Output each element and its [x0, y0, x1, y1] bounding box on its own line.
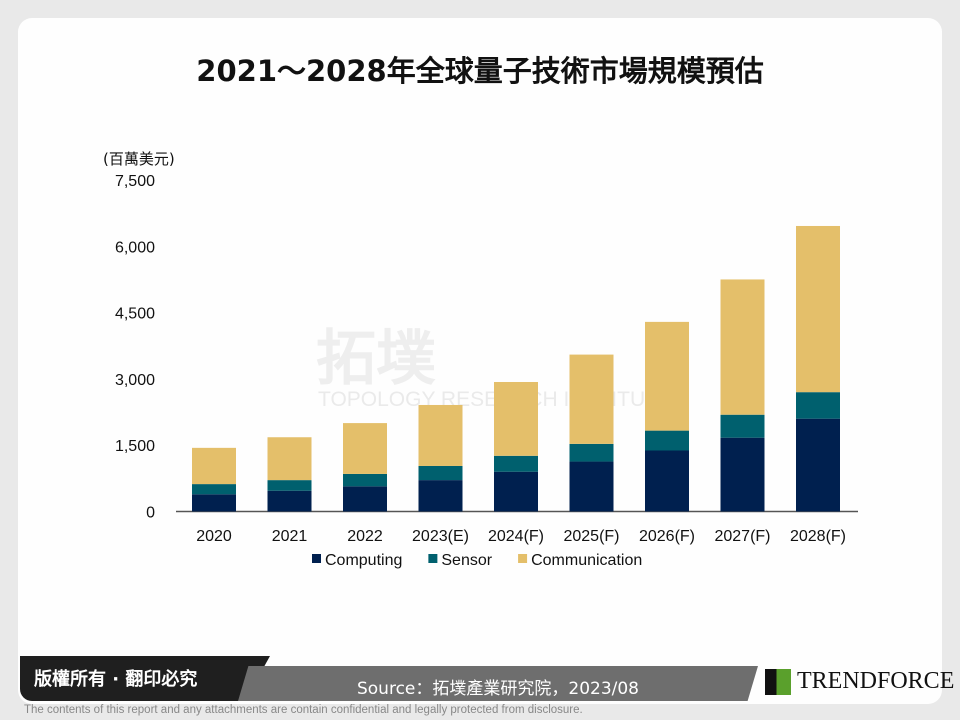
bar-computing — [645, 450, 689, 512]
x-tick-label: 2027(F) — [714, 528, 770, 545]
x-tick-label: 2022 — [347, 528, 383, 545]
bar-sensor — [720, 414, 765, 438]
bar-sensor — [343, 473, 387, 487]
x-tick-label: 2020 — [196, 528, 232, 545]
y-tick-label: 0 — [146, 505, 155, 522]
bar-computing — [720, 437, 765, 512]
y-tick-label: 4,500 — [115, 306, 155, 323]
disclaimer: The contents of this report and any atta… — [24, 704, 583, 716]
source-text: Source：拓墣產業研究院，2023/08 — [356, 679, 639, 699]
y-tick-label: 3,000 — [115, 372, 155, 389]
legend-label-sensor: Sensor — [441, 552, 492, 569]
x-tick-label: 2028(F) — [790, 528, 846, 545]
bar-sensor — [494, 455, 538, 472]
x-tick-label: 2024(F) — [488, 528, 544, 545]
bar-sensor — [645, 430, 689, 451]
legend-swatch-communication — [518, 554, 528, 563]
bar-communication — [192, 447, 236, 485]
bar-computing — [494, 471, 538, 512]
bar-sensor — [192, 484, 236, 495]
x-tick-label: 2026(F) — [639, 528, 695, 545]
bar-sensor — [267, 480, 312, 491]
y-tick-label: 6,000 — [115, 239, 155, 256]
bar-computing — [343, 486, 387, 512]
chart-title: 2021～2028年全球量子技術市場規模預估 — [196, 54, 764, 88]
source-banner: Source：拓墣產業研究院，2023/08 — [238, 666, 758, 701]
stacked-bar-chart: (百萬美元) 0 1,500 3,000 4,500 6,000 7,500 2020 2021… — [103, 150, 858, 569]
bar-sensor — [796, 392, 840, 419]
bar-sensor — [569, 443, 614, 462]
bar-communication — [267, 437, 312, 481]
bar-computing — [796, 418, 840, 512]
y-tick-label: 7,500 — [115, 173, 155, 190]
trendforce-logo-icon — [765, 668, 791, 695]
bar-communication — [418, 404, 463, 466]
bar-communication — [494, 381, 538, 456]
bar-computing — [418, 480, 463, 512]
bar-computing — [192, 494, 236, 512]
watermark: 拓墣 — [316, 324, 436, 394]
logo-text: TRENDFORCE — [797, 668, 955, 694]
legend-label-computing: Computing — [325, 552, 402, 569]
bar-computing — [267, 490, 312, 512]
bar-computing — [569, 461, 614, 512]
y-tick-label: 1,500 — [115, 438, 155, 455]
bar-communication — [343, 423, 387, 474]
y-axis-label: (百萬美元) — [103, 150, 175, 168]
bar-communication — [796, 225, 840, 393]
legend-swatch-computing — [312, 554, 321, 563]
legend-label-communication: Communication — [531, 552, 642, 569]
bar-communication — [720, 279, 765, 415]
slide-card — [18, 18, 942, 704]
trendforce-logo: TRENDFORCE — [765, 668, 954, 695]
copyright-banner: 版權所有 · 翻印必究 — [20, 656, 270, 701]
legend-swatch-sensor — [428, 554, 438, 563]
bar-communication — [645, 321, 689, 431]
x-tick-label: 2025(F) — [563, 528, 619, 545]
bar-sensor — [418, 465, 463, 481]
copyright-text: 版權所有 · 翻印必究 — [34, 669, 198, 690]
bar-communication — [569, 354, 614, 444]
x-tick-label: 2023(E) — [412, 528, 469, 545]
x-tick-label: 2021 — [272, 528, 308, 545]
